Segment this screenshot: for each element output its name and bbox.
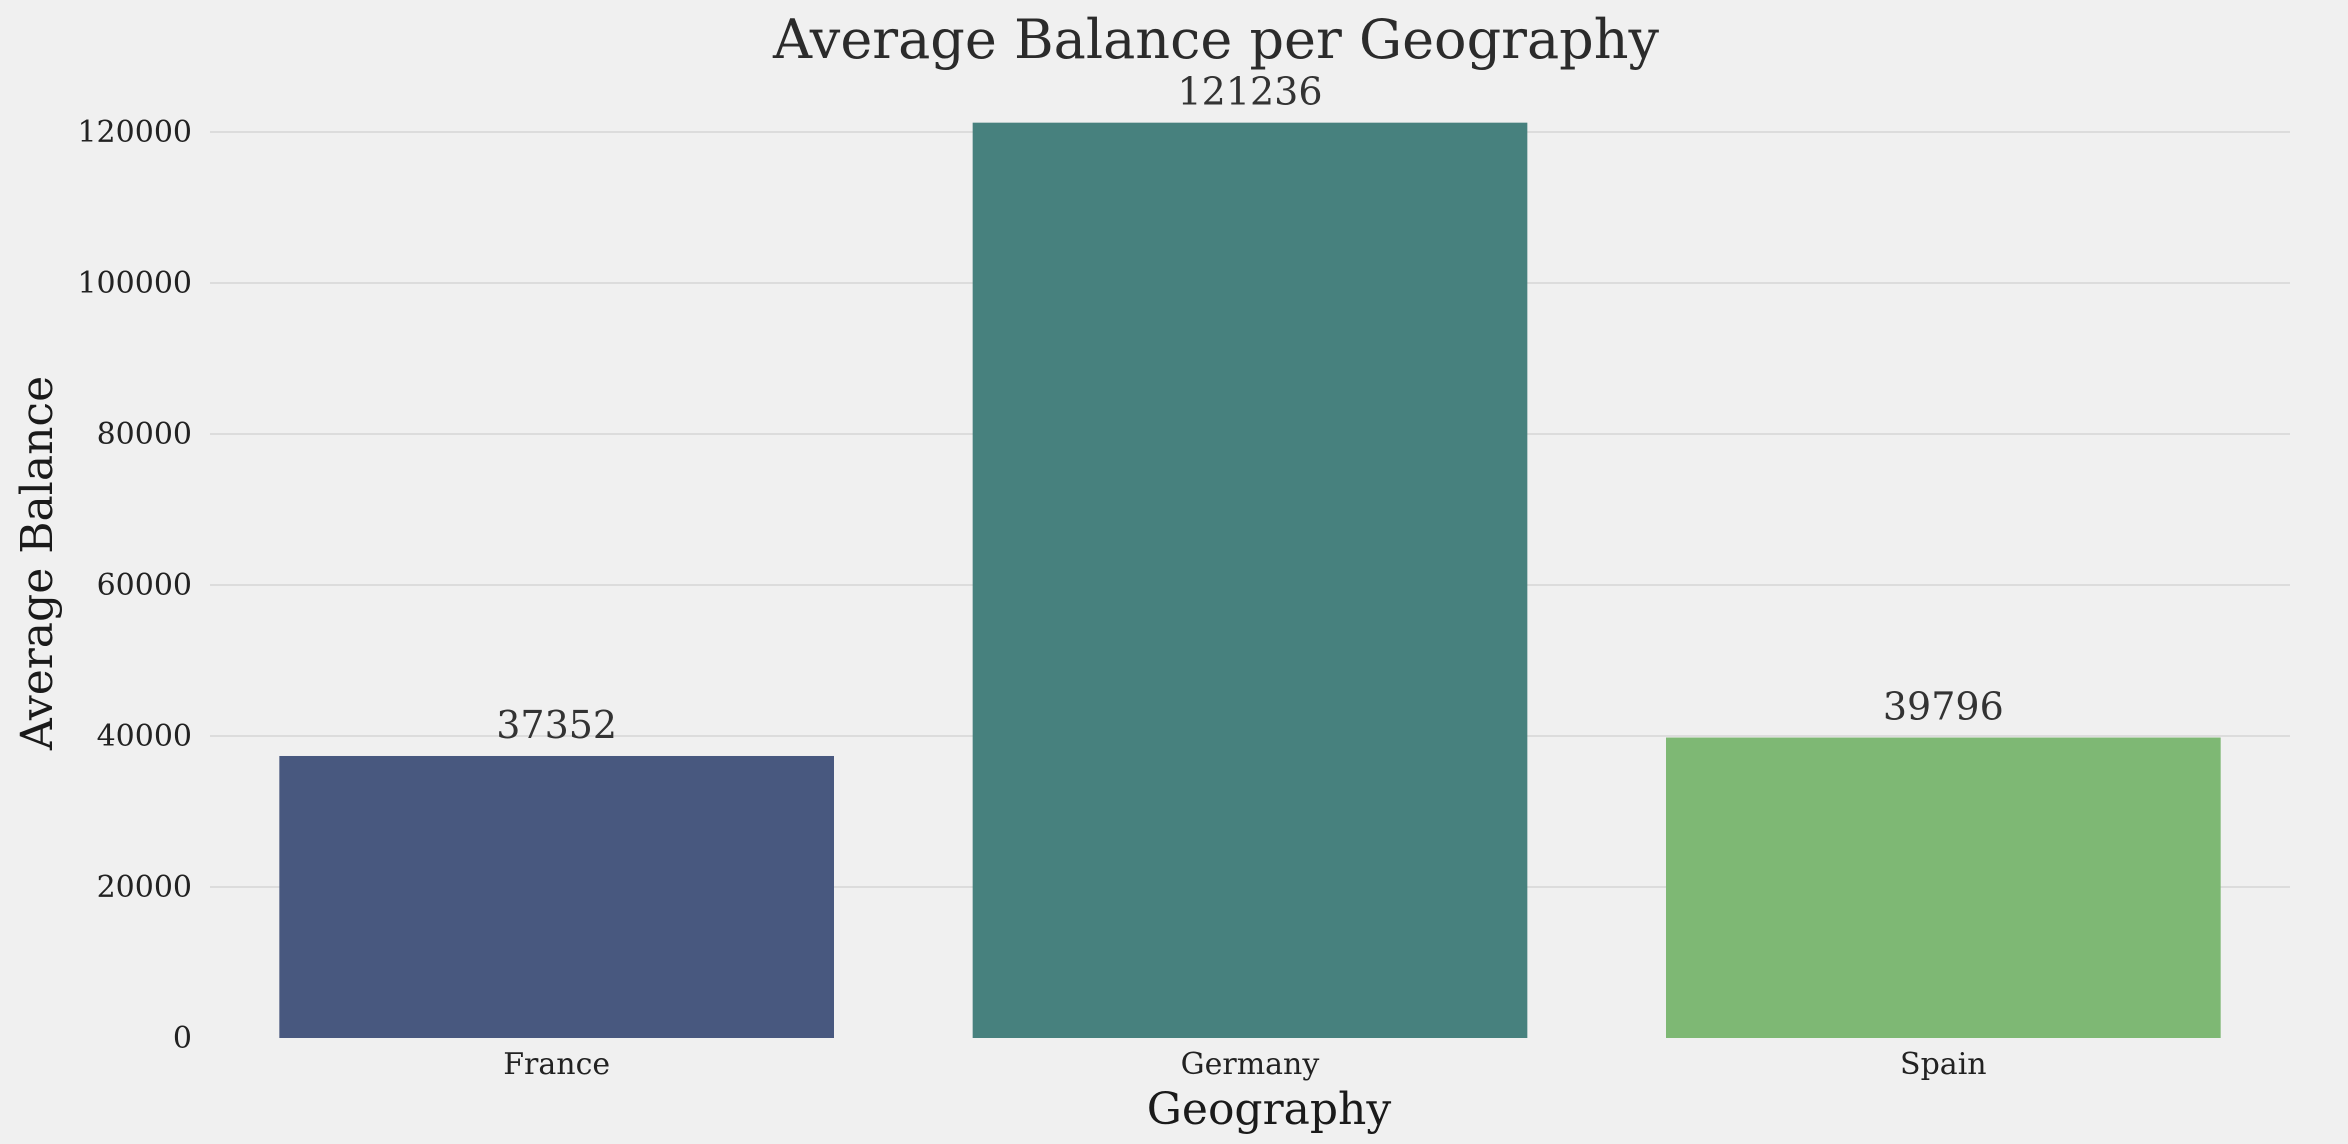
x-axis-ticks: France Germany Spain: [503, 1047, 1986, 1082]
y-tick-label: 0: [173, 1021, 192, 1056]
data-label-spain: 39796: [1883, 685, 2004, 729]
bars: [279, 122, 2221, 1038]
data-labels: 37352 121236 39796: [496, 70, 2004, 747]
y-tick-label: 60000: [97, 568, 192, 603]
x-axis-label: Geography: [1147, 1084, 1392, 1135]
data-label-germany: 121236: [1177, 70, 1322, 114]
y-tick-label: 40000: [97, 719, 192, 754]
chart-title: Average Balance per Geography: [772, 8, 1659, 71]
x-tick-label: Spain: [1900, 1047, 1987, 1082]
x-tick-label: France: [503, 1047, 610, 1082]
y-axis-label: Average Balance: [12, 376, 63, 751]
bar-france: [279, 755, 834, 1038]
bar-spain: [1666, 737, 2221, 1038]
y-tick-label: 20000: [97, 870, 192, 905]
y-tick-label: 100000: [77, 266, 192, 301]
y-tick-label: 80000: [97, 417, 192, 452]
y-tick-label: 120000: [77, 115, 192, 150]
y-axis-ticks: 0 20000 40000 60000 80000 100000 120000: [77, 115, 192, 1056]
bar-germany: [972, 122, 1528, 1038]
data-label-france: 37352: [496, 703, 617, 747]
x-tick-label: Germany: [1181, 1047, 1320, 1082]
